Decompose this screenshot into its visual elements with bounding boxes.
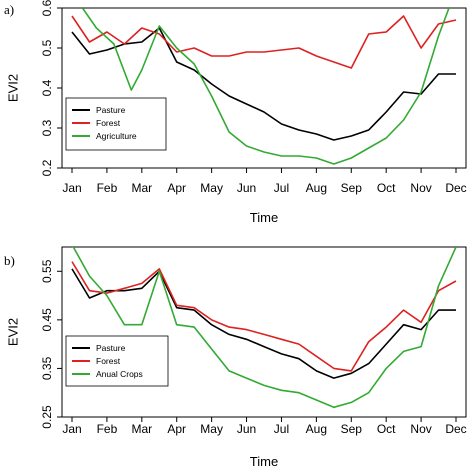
legend-entry-anual-crops: Anual Crops bbox=[96, 369, 143, 379]
legend: Pasture Forest Agriculture bbox=[65, 97, 167, 151]
x-tick-label: Mar bbox=[131, 181, 152, 195]
x-tick-label: Dec bbox=[445, 181, 466, 195]
legend: Pasture Forest Anual Crops bbox=[65, 335, 169, 387]
series-line-forest bbox=[71, 15, 457, 69]
y-tick-label: 0.4 bbox=[40, 79, 54, 96]
y-tick-label: 0.25 bbox=[40, 405, 54, 429]
x-axis-label: Time bbox=[250, 454, 278, 469]
chart-panel-a: Jan Feb Mar Apr May Jun Jul Aug Sep Oct Nov Dec 0.2 0… bbox=[5, 0, 466, 225]
x-tick-label: Jun bbox=[237, 422, 256, 436]
x-tick-label: Aug bbox=[306, 422, 327, 436]
y-tick-label: 0.6 bbox=[40, 0, 54, 16]
x-tick-label: Mar bbox=[131, 422, 152, 436]
x-axis-label: Time bbox=[250, 210, 278, 225]
legend-entry-agriculture: Agriculture bbox=[96, 131, 137, 141]
y-tick-label: 0.3 bbox=[40, 119, 54, 136]
x-tick-label: Feb bbox=[97, 181, 118, 195]
x-tick-label: May bbox=[200, 181, 223, 195]
x-tick-label: Oct bbox=[377, 422, 396, 436]
x-tick-label: Jan bbox=[62, 181, 81, 195]
y-axis-label: EVI2 bbox=[5, 318, 20, 346]
x-tick-label: May bbox=[200, 422, 223, 436]
series-line-pasture bbox=[71, 27, 456, 141]
x-tick-label: Oct bbox=[377, 181, 396, 195]
x-tick-label: Aug bbox=[306, 181, 327, 195]
x-tick-label: Apr bbox=[167, 181, 186, 195]
x-tick-label: Sep bbox=[341, 422, 363, 436]
legend-entry-forest: Forest bbox=[96, 118, 121, 128]
series-line-forest bbox=[71, 261, 457, 372]
x-tick-label: Apr bbox=[167, 422, 186, 436]
x-tick-label: Jun bbox=[237, 181, 256, 195]
x-tick-label: Dec bbox=[445, 422, 466, 436]
legend-entry-pasture: Pasture bbox=[96, 343, 126, 353]
series-line-agriculture bbox=[81, 8, 450, 165]
y-tick-label: 0.35 bbox=[40, 356, 54, 380]
panel-label-b: b) bbox=[4, 253, 15, 268]
y-tick-label: 0.55 bbox=[40, 259, 54, 283]
legend-entry-forest: Forest bbox=[96, 356, 121, 366]
panel-label-a: a) bbox=[4, 2, 14, 17]
y-tick-label: 0.2 bbox=[40, 159, 54, 176]
legend-entry-pasture: Pasture bbox=[96, 105, 126, 115]
x-tick-label: Nov bbox=[410, 181, 431, 195]
plot-frame bbox=[61, 246, 467, 418]
x-tick-label: Nov bbox=[410, 422, 431, 436]
y-tick-label: 0.5 bbox=[40, 39, 54, 56]
x-tick-label: Jul bbox=[274, 181, 289, 195]
y-tick-label: 0.45 bbox=[40, 308, 54, 332]
y-axis-label: EVI2 bbox=[5, 74, 20, 102]
x-tick-label: Jan bbox=[62, 422, 81, 436]
x-tick-label: Feb bbox=[97, 422, 118, 436]
series-line-anual-crops bbox=[72, 247, 457, 409]
x-tick-label: Sep bbox=[341, 181, 363, 195]
chart-panel-b: Jan Feb Mar Apr May Jun Jul Aug Sep Oct Nov Dec 0.25… bbox=[5, 246, 467, 469]
x-tick-label: Jul bbox=[274, 422, 289, 436]
series-line-pasture bbox=[71, 268, 456, 379]
